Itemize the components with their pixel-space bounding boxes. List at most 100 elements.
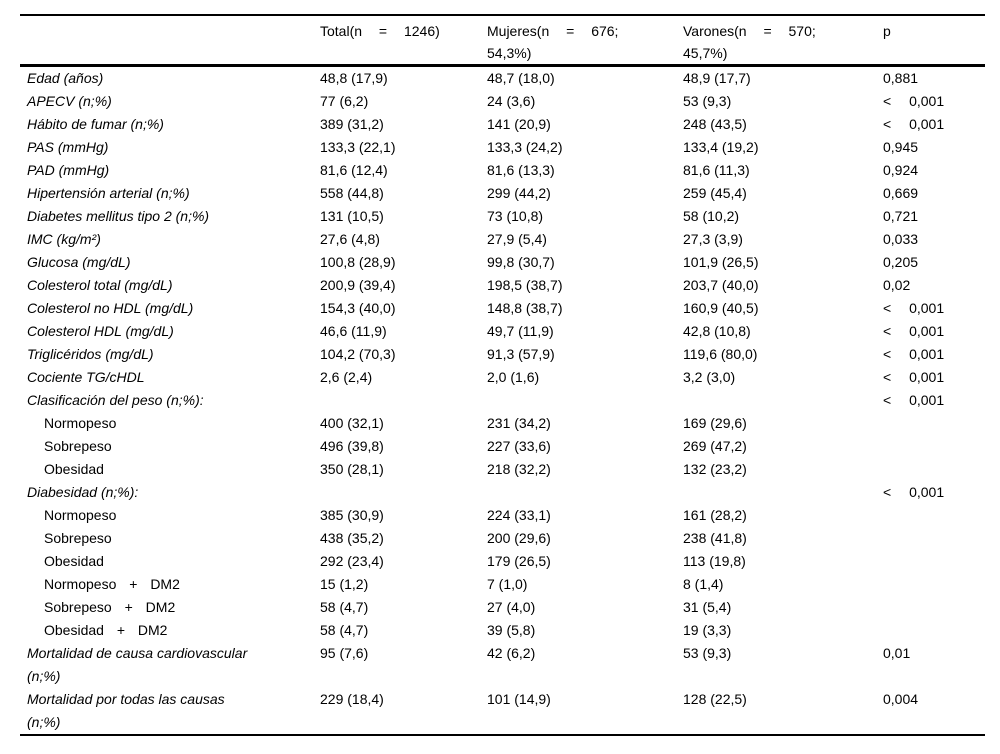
row-label: Mortalidad por todas las causas (n;%) bbox=[27, 691, 225, 730]
table-header: Total(n = 1246) Mujeres(n = 676; 54,3%) … bbox=[20, 15, 985, 66]
table-header-row: Total(n = 1246) Mujeres(n = 676; 54,3%) … bbox=[20, 15, 985, 66]
table-row: Normopeso + DM2 15 (1,2) 7 (1,0) 8 (1,4) bbox=[20, 573, 985, 596]
cell-varones: 203,7 (40,0) bbox=[683, 277, 759, 293]
column-header-total: Total(n = 1246) bbox=[320, 23, 440, 39]
cell-mujeres: 7 (1,0) bbox=[487, 576, 528, 592]
cell-p: 0,669 bbox=[883, 185, 919, 201]
cell-p bbox=[876, 527, 985, 550]
cell-mujeres: 91,3 (57,9) bbox=[487, 346, 555, 362]
cell-varones: 132 (23,2) bbox=[683, 461, 747, 477]
cell-p: < 0,001 bbox=[883, 116, 945, 132]
table-row: IMC (kg/m²) 27,6 (4,8) 27,9 (5,4) 27,3 (3,9… bbox=[20, 228, 985, 251]
cell-p: 0,721 bbox=[883, 208, 919, 224]
cell-total: 48,8 (17,9) bbox=[320, 70, 388, 86]
table-row: Colesterol total (mg/dL) 200,9 (39,4) 198,… bbox=[20, 274, 985, 297]
cell-p: < 0,001 bbox=[883, 346, 945, 362]
cell-p: 0,924 bbox=[883, 162, 919, 178]
row-label: PAD (mmHg) bbox=[27, 162, 110, 178]
cell-mujeres: 24 (3,6) bbox=[487, 93, 536, 109]
cell-mujeres bbox=[480, 389, 676, 412]
cell-mujeres: 99,8 (30,7) bbox=[487, 254, 555, 270]
cell-total: 496 (39,8) bbox=[320, 438, 384, 454]
cell-total: 400 (32,1) bbox=[320, 415, 384, 431]
column-header-varones: Varones(n = 570; 45,7%) bbox=[683, 23, 816, 61]
cell-total: 2,6 (2,4) bbox=[320, 369, 373, 385]
cell-mujeres: 133,3 (24,2) bbox=[487, 139, 563, 155]
cell-total: 27,6 (4,8) bbox=[320, 231, 380, 247]
table-body: Edad (años) 48,8 (17,9) 48,7 (18,0) 48,9 (1… bbox=[20, 66, 985, 736]
table-row: Diabetes mellitus tipo 2 (n;%) 131 (10,5)… bbox=[20, 205, 985, 228]
cell-mujeres: 42 (6,2) bbox=[487, 645, 536, 661]
cell-varones: 113 (19,8) bbox=[683, 553, 746, 569]
cell-p: 0,02 bbox=[883, 277, 911, 293]
cell-total: 58 (4,7) bbox=[320, 622, 369, 638]
cell-mujeres bbox=[480, 481, 676, 504]
table-row: Obesidad 350 (28,1) 218 (32,2) 132 (23,2) bbox=[20, 458, 985, 481]
table-row: Mortalidad de causa cardiovascular (n;%)… bbox=[20, 642, 985, 688]
cell-mujeres: 299 (44,2) bbox=[487, 185, 551, 201]
cell-varones: 169 (29,6) bbox=[683, 415, 747, 431]
cell-p: 0,945 bbox=[883, 139, 919, 155]
row-label: PAS (mmHg) bbox=[27, 139, 109, 155]
cell-mujeres: 227 (33,6) bbox=[487, 438, 551, 454]
cell-p: 0,004 bbox=[883, 691, 919, 707]
row-label: Normopeso bbox=[44, 415, 117, 431]
cell-total: 558 (44,8) bbox=[320, 185, 384, 201]
table-row: Colesterol no HDL (mg/dL) 154,3 (40,0) 148… bbox=[20, 297, 985, 320]
table-row: Mortalidad por todas las causas (n;%) 229… bbox=[20, 688, 985, 735]
cell-mujeres: 101 (14,9) bbox=[487, 691, 551, 707]
cell-mujeres: 231 (34,2) bbox=[487, 415, 551, 431]
cell-total: 389 (31,2) bbox=[320, 116, 384, 132]
cell-varones: 53 (9,3) bbox=[683, 645, 732, 661]
cell-total: 100,8 (28,9) bbox=[320, 254, 396, 270]
row-label: Sobrepeso bbox=[44, 530, 112, 546]
cell-mujeres: 141 (20,9) bbox=[487, 116, 551, 132]
row-label: Mortalidad de causa cardiovascular (n;%) bbox=[27, 645, 248, 684]
cell-p: < 0,001 bbox=[883, 392, 945, 408]
cell-mujeres: 73 (10,8) bbox=[487, 208, 544, 224]
cell-p: < 0,001 bbox=[883, 300, 945, 316]
row-label: Sobrepeso bbox=[44, 438, 112, 454]
row-label: Obesidad bbox=[44, 553, 104, 569]
cell-varones: 19 (3,3) bbox=[683, 622, 732, 638]
cell-total: 385 (30,9) bbox=[320, 507, 384, 523]
baseline-characteristics-table: Total(n = 1246) Mujeres(n = 676; 54,3%) … bbox=[20, 14, 985, 736]
table-row: Normopeso 385 (30,9) 224 (33,1) 161 (28,2) bbox=[20, 504, 985, 527]
cell-total: 81,6 (12,4) bbox=[320, 162, 388, 178]
cell-mujeres: 148,8 (38,7) bbox=[487, 300, 563, 316]
row-label: Diabesidad (n;%): bbox=[27, 484, 139, 500]
cell-mujeres: 218 (32,2) bbox=[487, 461, 551, 477]
cell-total: 46,6 (11,9) bbox=[320, 323, 387, 339]
cell-varones: 53 (9,3) bbox=[683, 93, 732, 109]
column-header-mujeres: Mujeres(n = 676; 54,3%) bbox=[487, 23, 619, 61]
row-label: Colesterol HDL (mg/dL) bbox=[27, 323, 174, 339]
cell-varones: 101,9 (26,5) bbox=[683, 254, 759, 270]
cell-varones: 119,6 (80,0) bbox=[683, 346, 758, 362]
cell-mujeres: 27,9 (5,4) bbox=[487, 231, 547, 247]
cell-p: < 0,001 bbox=[883, 93, 945, 109]
cell-varones: 3,2 (3,0) bbox=[683, 369, 736, 385]
cell-mujeres: 198,5 (38,7) bbox=[487, 277, 563, 293]
row-label: Sobrepeso + DM2 bbox=[44, 599, 176, 615]
cell-mujeres: 2,0 (1,6) bbox=[487, 369, 540, 385]
table-row: Cociente TG/cHDL 2,6 (2,4) 2,0 (1,6) 3,2 (3… bbox=[20, 366, 985, 389]
table-row: Obesidad 292 (23,4) 179 (26,5) 113 (19,8) bbox=[20, 550, 985, 573]
table-row: APECV (n;%) 77 (6,2) 24 (3,6) 53 (9,3) < 0,0… bbox=[20, 90, 985, 113]
table-row: Sobrepeso + DM2 58 (4,7) 27 (4,0) 31 (5,4) bbox=[20, 596, 985, 619]
row-label: Cociente TG/cHDL bbox=[27, 369, 145, 385]
cell-total: 133,3 (22,1) bbox=[320, 139, 396, 155]
cell-mujeres: 224 (33,1) bbox=[487, 507, 551, 523]
cell-varones: 133,4 (19,2) bbox=[683, 139, 759, 155]
row-label: APECV (n;%) bbox=[27, 93, 112, 109]
table-row: Diabesidad (n;%): < 0,001 bbox=[20, 481, 985, 504]
cell-mujeres: 200 (29,6) bbox=[487, 530, 551, 546]
cell-total: 15 (1,2) bbox=[320, 576, 369, 592]
cell-p bbox=[876, 596, 985, 619]
cell-total: 350 (28,1) bbox=[320, 461, 384, 477]
cell-p: 0,205 bbox=[883, 254, 919, 270]
cell-p: < 0,001 bbox=[883, 484, 945, 500]
row-label: Hábito de fumar (n;%) bbox=[27, 116, 164, 132]
cell-varones: 27,3 (3,9) bbox=[683, 231, 743, 247]
cell-mujeres: 179 (26,5) bbox=[487, 553, 551, 569]
table-row: Hábito de fumar (n;%) 389 (31,2) 141 (20,9… bbox=[20, 113, 985, 136]
